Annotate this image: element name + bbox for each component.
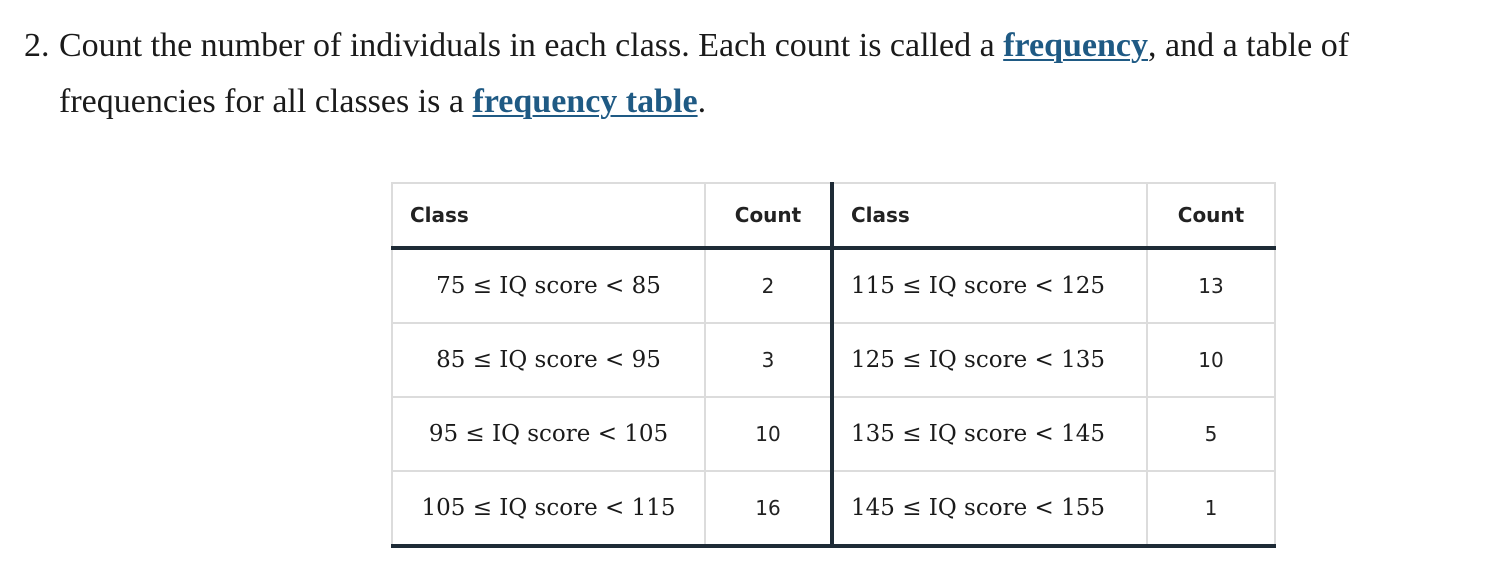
step-number: 2. (24, 27, 50, 64)
count-cell: 13 (1146, 247, 1276, 324)
header-class-right: Class (830, 182, 1148, 250)
table-row: 75 ≤ IQ score < 85 2 115 ≤ IQ score < 12… (391, 247, 1276, 324)
header-count-right: Count (1146, 182, 1276, 250)
class-cell: 125 ≤ IQ score < 135 (830, 322, 1148, 398)
header-count-left: Count (704, 182, 833, 250)
count-cell: 5 (1146, 396, 1276, 472)
count-cell: 10 (704, 396, 833, 472)
class-cell: 135 ≤ IQ score < 145 (830, 396, 1148, 472)
class-cell: 75 ≤ IQ score < 85 (391, 247, 706, 324)
count-cell: 16 (704, 470, 833, 548)
class-cell: 145 ≤ IQ score < 155 (830, 470, 1148, 548)
class-cell: 105 ≤ IQ score < 115 (391, 470, 706, 548)
table-row: 85 ≤ IQ score < 95 3 125 ≤ IQ score < 13… (391, 322, 1276, 398)
class-cell: 95 ≤ IQ score < 105 (391, 396, 706, 472)
header-class-left: Class (391, 182, 706, 250)
class-cell: 85 ≤ IQ score < 95 (391, 322, 706, 398)
step-text-part-2: , and a table of frequencies for all cla… (59, 27, 1350, 120)
frequency-link[interactable]: frequency (1003, 27, 1148, 64)
table-header-row: Class Count Class Count (391, 182, 1276, 250)
class-cell: 115 ≤ IQ score < 125 (830, 247, 1148, 324)
step-text-part-3: . (697, 83, 707, 120)
frequency-table-link[interactable]: frequency table (472, 83, 698, 120)
table-row: 105 ≤ IQ score < 115 16 145 ≤ IQ score <… (391, 470, 1276, 548)
count-cell: 10 (1146, 322, 1276, 398)
step-text-part-1: Count the number of individuals in each … (59, 27, 1004, 64)
step-text: Count the number of individuals in each … (59, 18, 1494, 130)
count-cell: 2 (704, 247, 833, 324)
step-paragraph: 2. Count the number of individuals in ea… (24, 18, 1494, 130)
frequency-table: Class Count Class Count 75 ≤ IQ score < … (391, 182, 1276, 548)
count-cell: 1 (1146, 470, 1276, 548)
table-row: 95 ≤ IQ score < 105 10 135 ≤ IQ score < … (391, 396, 1276, 472)
count-cell: 3 (704, 322, 833, 398)
